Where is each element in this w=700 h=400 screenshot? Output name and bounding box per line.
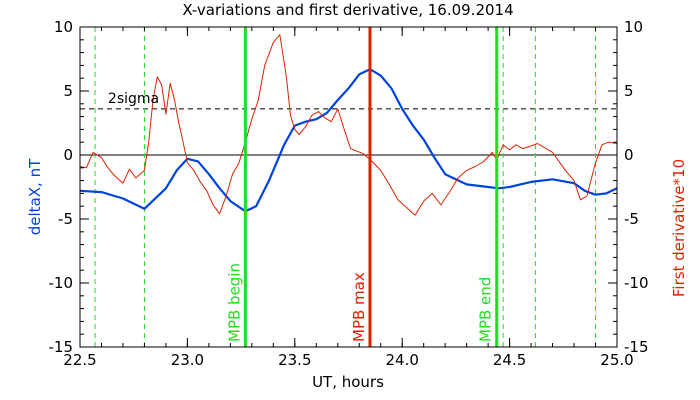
x-tick-label: 24.0 <box>385 351 418 369</box>
x-tick-label: 25.0 <box>600 351 633 369</box>
y-tick-label-left: 5 <box>63 82 73 100</box>
x-tick-label: 22.5 <box>63 351 96 369</box>
x-tick-label: 24.5 <box>493 351 526 369</box>
marker-lines: MPB begin MPB max MPB end <box>225 27 499 347</box>
y-tick-label-left: 10 <box>54 18 73 36</box>
y-tick-label-left: -5 <box>58 210 73 228</box>
y-tick-label-right: -5 <box>624 210 639 228</box>
tick-marks <box>79 26 618 348</box>
deltax-series-line <box>79 68 618 213</box>
y-axis-label-left: deltaX, nT <box>26 158 44 235</box>
series-layer <box>79 34 618 216</box>
marker-label-max: MPB max <box>350 272 368 342</box>
y-tick-label-left: -15 <box>49 338 74 356</box>
derivative-series-line <box>79 34 618 216</box>
marker-label-end: MPB end <box>477 277 495 342</box>
y-axis-label-right: First derivative*10 <box>670 159 688 297</box>
tick-labels: 22.5 23.0 23.5 24.0 24.5 25.0 10 10 5 5 0 0 -5 -5 -10 -… <box>49 18 649 369</box>
y-tick-label-right: -15 <box>624 338 649 356</box>
x-tick-label: 23.0 <box>171 351 204 369</box>
plot-frame <box>79 26 618 348</box>
x-axis-label: UT, hours <box>312 373 384 391</box>
y-tick-label-left: -10 <box>49 274 74 292</box>
reference-lines <box>80 27 617 347</box>
threshold-label: 2sigma <box>108 91 159 107</box>
marker-label-begin: MPB begin <box>225 263 243 342</box>
y-tick-label-right: -10 <box>624 274 649 292</box>
y-tick-label-right: 0 <box>624 146 634 164</box>
chart-title: X-variations and first derivative, 16.09… <box>182 1 513 19</box>
y-tick-label-left: 0 <box>63 146 73 164</box>
y-tick-label-right: 10 <box>624 18 643 36</box>
x-tick-label: 23.5 <box>278 351 311 369</box>
y-tick-label-right: 5 <box>624 82 634 100</box>
